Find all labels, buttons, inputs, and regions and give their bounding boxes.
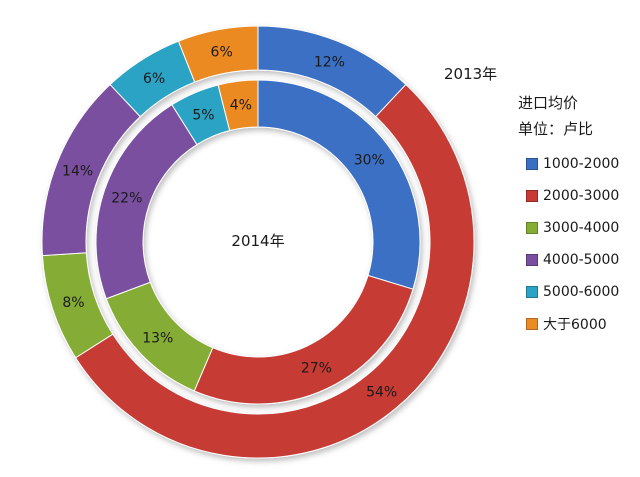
legend-label: 2000-3000 (543, 188, 620, 204)
outer-ring-2013 (41, 25, 475, 459)
legend-swatch (526, 222, 538, 234)
inner-slice-label: 4% (230, 98, 252, 114)
legend-label: 4000-5000 (543, 252, 620, 268)
legend-item: 2000-3000 (526, 180, 619, 212)
legend-item: 3000-4000 (526, 212, 619, 244)
outer-slice-label: 6% (211, 44, 233, 60)
legend-title: 进口均价 (518, 94, 579, 112)
outer-slice-label: 54% (366, 384, 397, 400)
outer-ring-year-label: 2013年 (444, 65, 498, 83)
legend-item: 1000-2000 (526, 148, 619, 180)
slice-labels: 12% 54% 8% 14% 6% 6% 30% 27% 13% 22% 5% 4% (62, 44, 397, 400)
legend-swatch (526, 254, 538, 266)
legend-item: 大于6000 (526, 308, 619, 340)
legend-unit: 单位：卢比 (518, 120, 594, 138)
inner-ring-year-label: 2014年 (231, 232, 285, 250)
legend-swatch (526, 158, 538, 170)
legend-label: 大于6000 (543, 317, 607, 333)
inner-slice-label: 22% (111, 191, 142, 207)
legend-item: 5000-6000 (526, 276, 619, 308)
legend-swatch (526, 190, 538, 202)
inner-slice-label: 13% (142, 331, 173, 347)
outer-slice-label: 12% (314, 55, 345, 71)
legend-swatch (526, 318, 538, 330)
legend-item: 4000-5000 (526, 244, 619, 276)
legend-label: 1000-2000 (543, 156, 620, 172)
inner-ring-2014 (95, 79, 421, 405)
inner-slice-label: 27% (301, 361, 332, 377)
inner-slice-label: 30% (354, 153, 385, 169)
inner-slice-label: 5% (192, 108, 214, 124)
outer-slice-大于6000 (177, 25, 259, 83)
legend-swatch (526, 286, 538, 298)
outer-slice-label: 6% (143, 71, 165, 87)
legend-label: 3000-4000 (543, 220, 620, 236)
legend-label: 5000-6000 (543, 284, 620, 300)
legend: 进口均价 单位：卢比 1000-2000 2000-3000 3000-4000 40… (518, 90, 619, 340)
outer-slice-label: 14% (62, 164, 93, 180)
inner-slice-大于6000 (217, 79, 259, 132)
outer-slice-2000-3000 (74, 83, 475, 459)
outer-slice-label: 8% (62, 295, 84, 311)
